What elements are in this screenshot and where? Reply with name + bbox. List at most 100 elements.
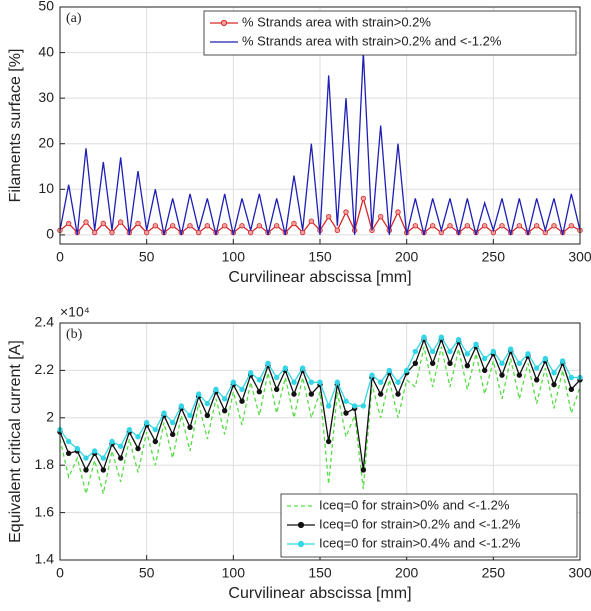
legend-label: Iceq=0 for strain>0% and <-1.2%	[319, 497, 510, 512]
series-marker	[187, 412, 193, 419]
series-marker	[91, 229, 98, 236]
series-marker	[265, 360, 271, 366]
y-tick-label: 2	[46, 409, 54, 425]
series-marker	[74, 445, 81, 452]
series-marker	[299, 365, 306, 371]
series-line	[59, 52, 581, 236]
y-axis-label: Filaments surface [%]	[7, 49, 24, 203]
series-marker	[395, 391, 401, 397]
y-tick-label: 2.4	[35, 314, 55, 330]
series-marker	[117, 219, 124, 225]
x-tick-label: 100	[222, 249, 246, 265]
series-marker	[325, 213, 332, 220]
series-marker	[533, 223, 540, 229]
series-marker	[291, 379, 297, 385]
series-marker	[551, 381, 557, 388]
y-exponent: ×10⁴	[60, 304, 90, 320]
series-marker	[395, 379, 401, 385]
series-marker	[100, 455, 107, 461]
series-marker	[507, 346, 514, 352]
series-marker	[559, 358, 566, 364]
y-tick-label: 40	[38, 43, 54, 59]
x-tick-label: 300	[568, 249, 591, 265]
series-marker	[360, 467, 367, 473]
x-tick-label: 200	[395, 249, 419, 265]
series-marker	[100, 220, 107, 227]
series-marker	[369, 372, 375, 378]
series-marker	[481, 355, 488, 362]
series-marker	[412, 223, 419, 229]
x-tick-label: 200	[395, 565, 419, 581]
series-marker	[91, 448, 98, 454]
series-marker	[291, 391, 297, 397]
series-marker	[377, 379, 384, 385]
series-marker	[152, 438, 159, 445]
series-marker	[334, 379, 341, 385]
series-marker	[100, 467, 107, 473]
y-tick-label: 0	[46, 226, 54, 242]
y-tick-label: 50	[38, 0, 54, 14]
series-marker	[169, 431, 176, 438]
series-marker	[152, 223, 159, 229]
legend-marker	[297, 540, 305, 548]
y-tick-label: 30	[38, 89, 54, 105]
series-line	[59, 346, 581, 494]
x-tick-label: 0	[56, 249, 64, 265]
series-marker	[143, 229, 150, 236]
series-marker	[135, 445, 141, 452]
series-marker	[221, 396, 228, 402]
series-marker	[247, 370, 254, 376]
series-marker	[551, 370, 557, 376]
x-tick-label: 150	[308, 565, 332, 581]
series-marker	[464, 362, 471, 369]
series-marker	[568, 386, 575, 393]
series-marker	[308, 218, 315, 224]
series-marker	[169, 223, 176, 229]
series-marker	[152, 426, 159, 433]
series-marker	[447, 360, 453, 366]
series-marker	[499, 360, 505, 366]
series-marker	[187, 223, 193, 229]
x-tick-label: 50	[139, 249, 155, 265]
series-marker	[256, 389, 263, 395]
y-tick-label: 1.6	[35, 503, 55, 519]
series-marker	[481, 367, 488, 374]
series-marker	[481, 223, 488, 229]
series-marker	[464, 351, 471, 357]
series-marker	[490, 348, 497, 355]
series-marker	[291, 220, 297, 227]
series-marker	[533, 365, 540, 371]
series-marker	[516, 372, 523, 378]
series-marker	[169, 419, 176, 426]
series-marker	[204, 400, 211, 407]
series-marker	[204, 223, 211, 229]
series-marker	[447, 348, 453, 355]
series-marker	[109, 438, 115, 445]
x-tick-label: 150	[308, 249, 332, 265]
series-marker	[516, 223, 523, 229]
panel-annotation: (b)	[66, 327, 83, 342]
series-marker	[343, 410, 349, 416]
series-marker	[135, 220, 141, 227]
series-marker	[247, 229, 254, 236]
series-marker	[161, 410, 167, 416]
series-marker	[334, 227, 341, 234]
series-marker	[239, 398, 245, 404]
x-tick-label: 250	[482, 565, 506, 581]
series-marker	[551, 223, 557, 229]
series-marker	[256, 377, 263, 383]
series-marker	[256, 223, 263, 229]
series-marker	[83, 455, 89, 461]
series-marker	[143, 419, 150, 426]
series-marker	[533, 377, 540, 383]
legend-label: Iceq=0 for strain>0.2% and <-1.2%	[319, 516, 521, 531]
y-tick-label: 10	[38, 180, 54, 196]
legend-marker	[297, 521, 305, 529]
series-marker	[447, 223, 453, 229]
y-tick-label: 1.4	[35, 551, 55, 567]
series-marker	[429, 360, 436, 366]
series-marker	[273, 386, 280, 393]
series-marker	[325, 438, 332, 445]
series-marker	[386, 367, 393, 374]
